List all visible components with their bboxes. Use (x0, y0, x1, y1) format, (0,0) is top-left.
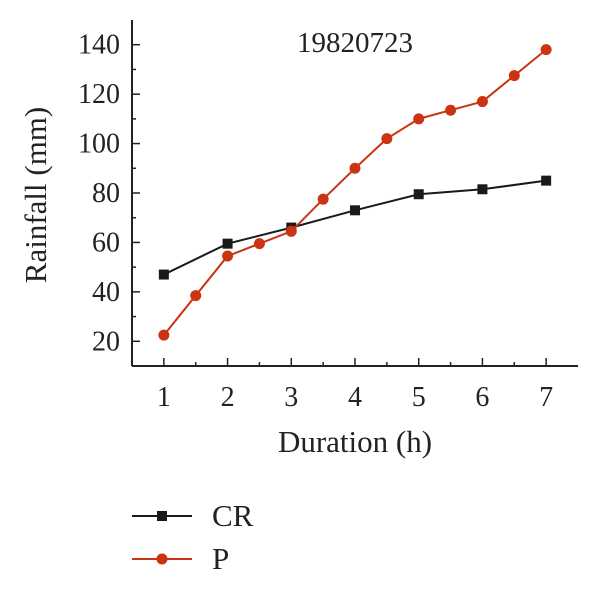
data-point-cr (541, 175, 552, 186)
x-tick-label: 6 (475, 382, 489, 413)
data-point-cr (477, 184, 488, 195)
data-point-p (413, 113, 425, 125)
x-tick-label: 4 (348, 382, 362, 413)
y-tick-label: 140 (78, 30, 120, 61)
x-tick-label: 1 (157, 382, 171, 413)
data-point-p (476, 96, 488, 108)
data-point-p (540, 44, 552, 56)
data-point-cr (158, 269, 169, 280)
data-point-p (508, 70, 520, 82)
chart-title: 19820723 (297, 27, 413, 59)
x-tick-label: 7 (539, 382, 553, 413)
data-point-p (253, 238, 265, 250)
series-line-p (163, 48, 547, 336)
legend: CR P (132, 498, 254, 576)
data-point-cr (222, 238, 233, 249)
data-point-p (222, 250, 234, 262)
y-tick-label: 100 (78, 129, 120, 160)
axes: 20 40 60 80 100 120 140 1 2 3 4 5 6 7 (78, 20, 578, 413)
y-tick-label: 60 (92, 227, 120, 258)
y-axis-title: Rainfall (mm) (18, 107, 53, 283)
data-point-p (445, 104, 457, 116)
legend-marker-cr (157, 511, 167, 521)
legend-label-p: P (212, 541, 229, 576)
x-axis-title: Duration (h) (278, 424, 432, 459)
series-line-cr (163, 179, 547, 276)
data-point-p (190, 290, 202, 302)
x-tick-label: 5 (412, 382, 426, 413)
data-point-p (317, 193, 329, 205)
legend-marker-p (156, 553, 168, 565)
y-tick-label: 20 (92, 326, 120, 357)
y-tick-label: 80 (92, 178, 120, 209)
data-point-cr (413, 189, 424, 200)
data-point-cr (350, 205, 360, 216)
data-point-p (285, 225, 297, 237)
y-tick-label: 120 (78, 79, 120, 110)
data-point-p (158, 329, 170, 341)
x-tick-label: 3 (284, 382, 298, 413)
data-point-p (381, 133, 393, 145)
data-point-p (349, 162, 361, 174)
series-layer (158, 44, 552, 341)
x-tick-label: 2 (221, 382, 235, 413)
legend-label-cr: CR (212, 498, 254, 533)
y-tick-label: 40 (92, 277, 120, 308)
